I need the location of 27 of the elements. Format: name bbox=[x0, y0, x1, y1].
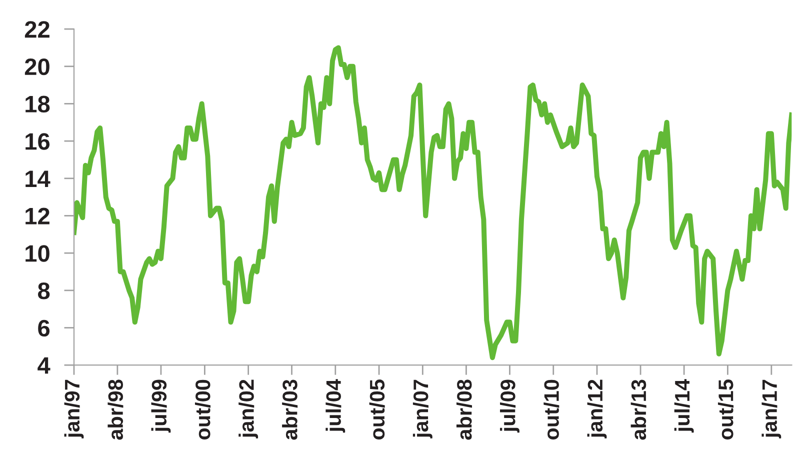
x-tick-label: jan/97 bbox=[64, 380, 84, 438]
x-tick-label: abr/03 bbox=[282, 380, 298, 440]
y-tick-label: 20 bbox=[24, 58, 50, 76]
y-tick-label: 10 bbox=[26, 245, 50, 262]
x-tick-label: abr/13 bbox=[630, 380, 646, 440]
x-tick-label: jan/12 bbox=[587, 380, 607, 438]
x-tick-label: jul/99 bbox=[151, 380, 171, 433]
x-tick-label: jul/04 bbox=[326, 379, 346, 433]
x-tick-label: jul/14 bbox=[674, 379, 694, 433]
y-tick-label: 14 bbox=[26, 170, 50, 187]
x-tick-label: jan/07 bbox=[412, 380, 432, 438]
y-tick-label: 12 bbox=[26, 208, 50, 224]
y-tick-label: 4 bbox=[38, 357, 50, 374]
x-tick-label: out/10 bbox=[544, 380, 560, 440]
x-tick-label: jan/17 bbox=[762, 380, 782, 438]
y-tick-label: 8 bbox=[38, 282, 50, 300]
x-tick-label: jan/02 bbox=[238, 380, 258, 438]
x-tick-label: jul/09 bbox=[500, 380, 520, 433]
x-tick-label: abr/98 bbox=[108, 380, 124, 440]
y-tick-label: 18 bbox=[26, 96, 50, 113]
y-tick-label: 6 bbox=[38, 320, 50, 337]
x-tick-label: abr/08 bbox=[456, 380, 472, 440]
x-tick-label: out/00 bbox=[194, 380, 210, 440]
x-tick-label: out/15 bbox=[718, 380, 734, 440]
y-tick-label: 16 bbox=[26, 133, 50, 150]
y-tick-label: 22 bbox=[24, 21, 50, 38]
x-tick-label: out/05 bbox=[369, 380, 385, 440]
